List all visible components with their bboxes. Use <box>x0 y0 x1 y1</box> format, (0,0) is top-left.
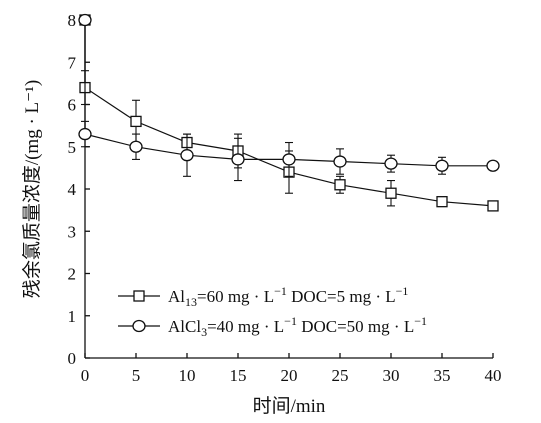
legend-text: AlCl <box>168 317 201 336</box>
y-tick-label: 7 <box>68 53 77 72</box>
legend-subscript: 13 <box>185 295 197 309</box>
x-tick-label: 40 <box>485 366 502 385</box>
legend-text: DOC=50 mg · L <box>297 317 414 336</box>
data-point <box>78 13 92 27</box>
legend: Al13=60 mg · L−1 DOC=5 mg · L−1AlCl3=40 … <box>118 284 427 339</box>
data-point <box>180 149 194 162</box>
legend-text: DOC=5 mg · L <box>287 287 396 306</box>
y-tick-label: 3 <box>68 222 77 241</box>
data-point <box>435 159 449 172</box>
x-tick-label: 10 <box>179 366 196 385</box>
data-point <box>334 179 346 191</box>
data-point <box>436 196 448 208</box>
data-point <box>78 127 92 141</box>
x-tick-label: 15 <box>230 366 247 385</box>
legend-superscript: −1 <box>396 284 409 298</box>
legend-text: Al <box>168 287 185 306</box>
data-point <box>384 157 398 170</box>
legend-marker <box>133 290 145 302</box>
data-point <box>333 155 347 168</box>
legend-text: =60 mg · L <box>197 287 274 306</box>
axes: 0 1 2 3 4 5 6 7 8 0 5 10 15 20 25 30 35 40 <box>68 11 502 385</box>
data-point <box>130 115 142 128</box>
legend-item-1: Al13=60 mg · L−1 DOC=5 mg · L−1 <box>118 284 408 309</box>
legend-superscript: −1 <box>284 314 297 328</box>
legend-label: Al13=60 mg · L−1 DOC=5 mg · L−1 <box>168 284 408 309</box>
data-point <box>231 153 245 166</box>
legend-text: =40 mg · L <box>207 317 284 336</box>
series-line <box>84 20 493 167</box>
legend-item-2: AlCl3=40 mg · L−1 DOC=50 mg · L−1 <box>118 314 427 339</box>
x-tick-label: 0 <box>81 366 90 385</box>
data-point <box>129 140 143 153</box>
series-layer <box>78 13 500 212</box>
y-tick-label: 8 <box>68 11 77 30</box>
x-tick-label: 5 <box>132 366 141 385</box>
series-1 <box>79 14 499 212</box>
legend-label: AlCl3=40 mg · L−1 DOC=50 mg · L−1 <box>168 314 427 339</box>
legend-marker <box>132 319 146 333</box>
x-axis-title: 时间/min <box>253 395 326 417</box>
legend-superscript: −1 <box>414 314 427 328</box>
series-2 <box>78 13 500 182</box>
y-tick-label: 1 <box>68 307 77 326</box>
x-tick-label: 35 <box>434 366 451 385</box>
y-axis-title: 残余氯质量浓度/(mg · L⁻¹) <box>21 80 43 298</box>
series-line <box>84 20 494 207</box>
data-point <box>486 159 500 172</box>
x-tick-label: 30 <box>383 366 400 385</box>
data-point <box>487 200 499 212</box>
data-point <box>385 187 397 199</box>
x-tick-label: 20 <box>281 366 298 385</box>
legend-superscript: −1 <box>274 284 287 298</box>
y-tick-label: 4 <box>68 180 77 199</box>
y-tick-label: 6 <box>68 96 77 115</box>
y-tick-label: 5 <box>68 138 77 157</box>
y-tick-label: 2 <box>68 265 77 284</box>
y-tick-label: 0 <box>68 349 77 368</box>
data-point <box>282 153 296 166</box>
legend-subscript: 3 <box>201 325 207 339</box>
x-tick-label: 25 <box>332 366 349 385</box>
